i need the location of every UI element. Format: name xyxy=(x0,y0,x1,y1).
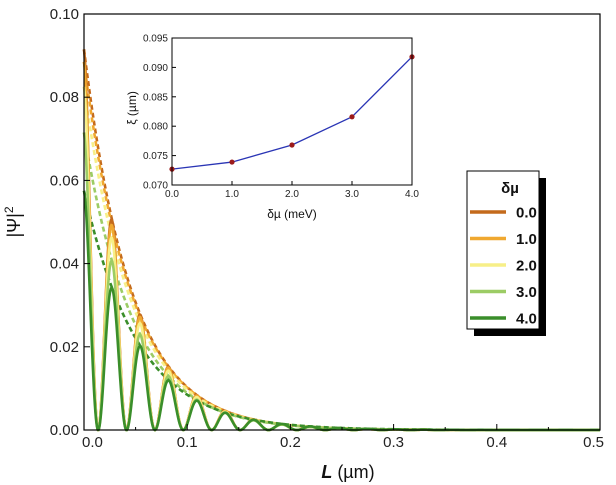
inset-series xyxy=(169,54,415,172)
x-tick-label: 0.4 xyxy=(486,434,507,451)
inset-x-tick-label: 2.0 xyxy=(285,189,299,200)
legend-label: 4.0 xyxy=(516,311,537,328)
y-tick-label: 0.06 xyxy=(50,172,79,189)
inset-x-tick-label: 4.0 xyxy=(405,189,419,200)
legend-label: 1.0 xyxy=(516,231,537,248)
inset-y-tick-label: 0.095 xyxy=(143,34,168,45)
inset-y-tick-label: 0.090 xyxy=(143,63,168,74)
x-tick-label: 0.3 xyxy=(383,434,404,451)
legend-items: 0.0 1.0 2.0 3.0 4.0 xyxy=(470,205,537,328)
inset-background xyxy=(128,28,422,219)
y-tick-label: 0.00 xyxy=(50,422,79,439)
inset-y-axis: 0.070 0.075 0.080 0.085 0.090 0.095 xyxy=(143,34,176,192)
legend-box xyxy=(466,170,540,330)
legend-label: 0.0 xyxy=(516,205,537,222)
main-y-axis: 0.00 0.02 0.04 0.06 0.08 0.10 xyxy=(50,6,90,439)
inset-x-axis: 0.0 1.0 2.0 3.0 4.0 xyxy=(165,181,419,200)
inset-y-tick-label: 0.085 xyxy=(143,92,168,103)
inset-y-tick-label: 0.070 xyxy=(143,181,168,192)
x-tick-label: 0.0 xyxy=(82,434,103,451)
x-tick-label: 0.5 xyxy=(583,434,604,451)
legend: δµ 0.0 1.0 2.0 3.0 4.0 xyxy=(466,170,546,336)
legend-label: 2.0 xyxy=(516,258,537,275)
main-x-axis: 0.0 0.1 0.2 0.3 0.4 0.5 xyxy=(82,424,604,451)
main-plot: 0.0 0.1 0.2 0.3 0.4 0.5 0.000.020.040.060.080… xyxy=(2,6,604,482)
y-tick-label: 0.10 xyxy=(50,6,79,23)
inset-point xyxy=(229,159,235,165)
inset-y-tick-label: 0.080 xyxy=(143,122,168,133)
inset-point xyxy=(289,142,295,148)
inset-plot: 0.0 1.0 2.0 3.0 4.0 0.070 0.075 0.080 0.085 0.09… xyxy=(125,28,422,221)
main-y-axis-label: |Ψ|2 xyxy=(2,206,24,237)
main-x-axis-label: L (µm) xyxy=(321,462,374,482)
inset-x-tick-label: 0.0 xyxy=(165,189,179,200)
y-tick-label: 0.08 xyxy=(50,89,79,106)
x-tick-label: 0.2 xyxy=(280,434,301,451)
inset-x-tick-label: 1.0 xyxy=(225,189,239,200)
y-tick-label: 0.02 xyxy=(50,339,79,356)
inset-point xyxy=(349,114,355,120)
inset-x-axis-label: δµ (meV) xyxy=(267,207,317,221)
inset-x-tick-label: 3.0 xyxy=(345,189,359,200)
y-tick-label: 0.04 xyxy=(50,256,79,273)
x-tick-label: 0.1 xyxy=(177,434,198,451)
legend-title: δµ xyxy=(501,180,519,197)
legend-label: 3.0 xyxy=(516,284,537,301)
inset-y-axis-label: ξ (µm) xyxy=(125,91,139,125)
inset-y-tick-label: 0.075 xyxy=(143,151,168,162)
